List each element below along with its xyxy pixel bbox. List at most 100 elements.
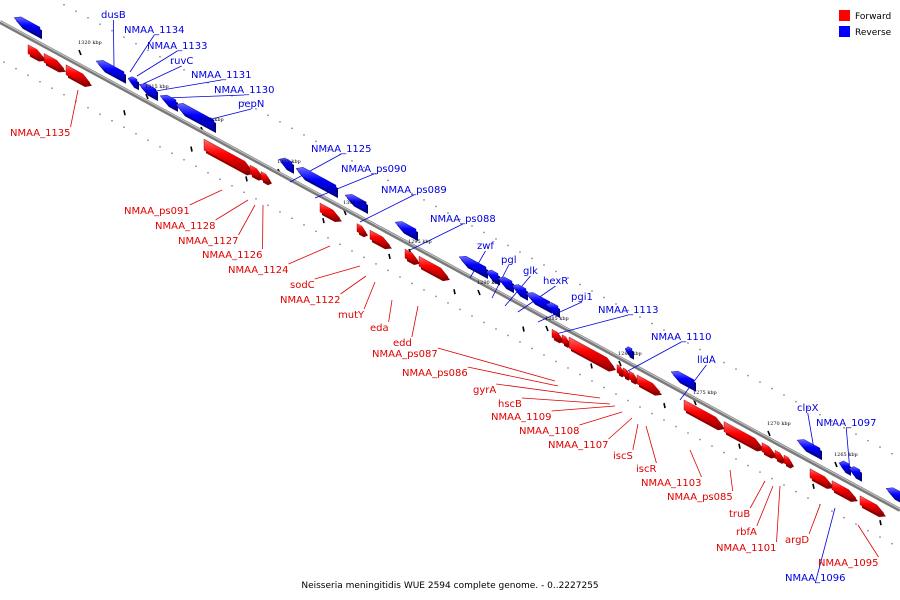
minor-tick-dot (291, 127, 293, 130)
minor-tick-dot (663, 419, 665, 421)
minor-tick-dot (495, 328, 497, 330)
tick-label: 1280 kbp (618, 351, 642, 357)
major-tick (123, 110, 126, 116)
minor-tick-dot (435, 205, 437, 208)
leader-line (808, 504, 821, 535)
minor-tick-dot (591, 290, 593, 292)
forward-gene-label: NMAA_1109 (491, 412, 552, 423)
forward-gene-arrow (418, 255, 449, 279)
genome-backbone-highlight (0, 20, 900, 510)
minor-tick-dot (351, 160, 353, 162)
minor-tick-dot (531, 347, 533, 350)
minor-tick-dot (111, 30, 113, 32)
minor-tick-dot (399, 276, 401, 278)
minor-tick-dot (75, 10, 77, 12)
leader-line (645, 425, 657, 464)
minor-tick-dot (339, 243, 341, 246)
reverse-gene-label: ruvC (170, 56, 193, 67)
reverse-gene-label: lldA (697, 355, 716, 366)
reverse-gene-arrow (344, 194, 367, 212)
minor-tick-dot (327, 147, 329, 149)
leader-line (579, 411, 623, 426)
tick-label: 1270 kbp (767, 421, 791, 427)
minor-tick-dot (735, 368, 737, 370)
legend-forward-swatch (839, 10, 850, 21)
reverse-gene-arrow (95, 60, 125, 82)
leader-line (112, 19, 115, 69)
minor-tick-dot (207, 82, 209, 84)
major-tick (693, 399, 697, 406)
minor-tick-dot (795, 490, 797, 493)
reverse-gene-label: NMAA_1134 (124, 25, 185, 36)
leader-line (437, 347, 556, 382)
minor-tick-dot (363, 166, 365, 169)
leader-line (164, 94, 245, 99)
tick-labels: 1320 kbp 1315 kbp 1310 kbp 1305 kbp 1300 kbp… (78, 40, 858, 458)
minor-tick-dot (783, 394, 785, 396)
leader-line (632, 423, 639, 451)
minor-tick-dot (3, 61, 5, 63)
reverse-gene-label: NMAA_ps090 (341, 164, 407, 175)
major-ticks (78, 49, 882, 526)
minor-tick-dot (243, 101, 245, 104)
reverse-gene-label: NMAA_ps088 (430, 214, 496, 225)
minor-tick-dot (87, 17, 89, 19)
minor-tick-dot (327, 237, 329, 239)
minor-tick-dot (159, 146, 161, 148)
leader-line (814, 507, 836, 584)
leader-line (288, 245, 331, 265)
minor-tick-dot (855, 523, 857, 525)
minor-tick-dot (759, 471, 761, 473)
minor-tick-dot (195, 75, 197, 77)
legend-reverse-swatch (839, 26, 850, 37)
minor-tick-dot (543, 264, 545, 266)
minor-tick-dot (639, 316, 641, 318)
forward-gene-label: hscB (498, 399, 522, 410)
reverse-gene-arrow (885, 487, 900, 501)
leader-line (496, 383, 601, 399)
major-tick (812, 483, 815, 489)
leader-line (149, 79, 222, 93)
reverse-gene-label: NMAA_1097 (816, 418, 877, 429)
tick-label: 1285 kbp (545, 316, 569, 322)
minor-tick-dot (831, 510, 833, 512)
minor-tick-dot (447, 212, 449, 214)
forward-gene-label: iscR (636, 464, 656, 475)
forward-gene-arrow (616, 364, 624, 375)
minor-tick-dot (843, 516, 845, 519)
leader-line (857, 524, 879, 558)
minor-tick-dot (711, 355, 713, 357)
reverse-gene-label: pgi1 (571, 292, 593, 303)
forward-gene-label: NMAA_1101 (716, 543, 777, 554)
minor-tick-dot (627, 309, 629, 312)
legend-forward-label: Forward (855, 12, 891, 22)
reverse-gene-arrow (624, 346, 633, 358)
forward-gene-label: NMAA_1122 (280, 295, 341, 306)
leader-line (689, 449, 702, 478)
minor-tick-dot (699, 438, 701, 441)
minor-tick-dot (651, 322, 653, 325)
minor-tick-dot (507, 244, 509, 247)
minor-tick-dot (375, 263, 377, 265)
minor-tick-dot (219, 178, 221, 180)
minor-tick-dot (207, 172, 209, 174)
minor-tick-dot (387, 179, 389, 182)
reverse-gene-arrow (175, 103, 215, 131)
minor-tick-dot (171, 62, 173, 64)
minor-tick-dot (375, 173, 377, 175)
reverse-gene-arrow (278, 157, 293, 172)
reverse-gene-label: glk (523, 266, 538, 277)
reverse-gene-label: hexR (543, 276, 568, 287)
forward-gene-label: NMAA_1128 (155, 221, 216, 232)
forward-gene-arrow (404, 248, 419, 263)
forward-gene-label: mutY (338, 310, 365, 321)
gene-features (13, 16, 900, 518)
reverse-gene-label: NMAA_1125 (311, 144, 372, 155)
forward-gene-label: NMAA_ps091 (124, 206, 190, 217)
reverse-gene-arrow (159, 94, 177, 110)
minor-tick-dot (819, 413, 821, 416)
reverse-gene-arrow (295, 167, 337, 196)
minor-tick-dot (471, 315, 473, 317)
reverse-gene-arrow (138, 83, 157, 99)
